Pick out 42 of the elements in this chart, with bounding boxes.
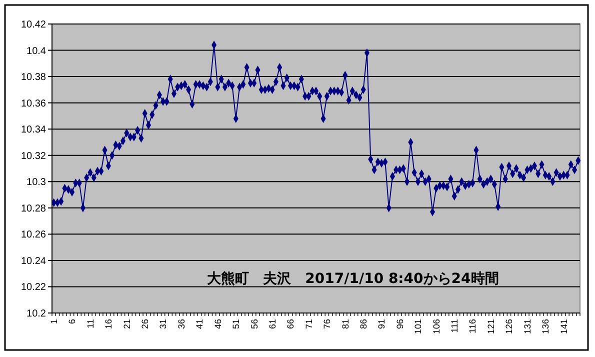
x-tick-label: 26 — [140, 319, 150, 330]
x-tick-label: 61 — [267, 319, 278, 330]
x-tick-label: 76 — [322, 319, 332, 330]
x-tick-label: 36 — [176, 319, 186, 330]
x-tick-label: 71 — [304, 319, 314, 330]
x-tick-label: 96 — [394, 319, 405, 330]
y-tick-label: 10.2 — [26, 308, 46, 320]
x-tick-label: 56 — [249, 319, 260, 330]
y-tick-label: 10.42 — [20, 20, 46, 30]
y-tick-label: 10.4 — [26, 46, 46, 57]
x-tick-label: 131 — [522, 319, 532, 334]
y-tick-label: 10.32 — [20, 150, 46, 162]
x-tick-label: 81 — [340, 319, 350, 330]
x-tick-label: 91 — [376, 319, 387, 330]
x-tick-label: 101 — [413, 319, 424, 334]
x-tick-label: 31 — [158, 319, 168, 330]
y-tick-label: 10.38 — [20, 72, 46, 84]
y-tick-label: 10.24 — [20, 256, 46, 267]
x-tick-label: 66 — [286, 319, 296, 330]
x-tick-label: 126 — [504, 319, 514, 334]
y-tick-label: 10.28 — [20, 203, 46, 214]
x-tick-label: 41 — [194, 319, 205, 330]
x-tick-label: 46 — [212, 319, 223, 330]
x-tick-label: 1 — [48, 319, 59, 324]
x-tick-label: 121 — [486, 319, 496, 334]
x-tick-label: 6 — [67, 319, 78, 324]
x-tick-label: 106 — [431, 319, 442, 334]
x-tick-label: 86 — [358, 319, 368, 330]
x-tick-label: 111 — [450, 319, 460, 333]
x-tick-label: 116 — [468, 319, 478, 334]
y-tick-label: 10.36 — [20, 98, 46, 110]
x-tick-label: 141 — [558, 319, 569, 334]
annotation: 大熊町 夫沢 2017/1/10 8:40から24時間 — [207, 270, 499, 287]
y-tick-label: 10.26 — [20, 230, 46, 241]
y-tick-label: 10.22 — [20, 282, 46, 294]
x-tick-label: 11 — [85, 319, 96, 328]
x-tick-label: 51 — [231, 319, 242, 330]
x-tick-label: 21 — [122, 319, 132, 330]
x-tick-label: 136 — [540, 319, 551, 334]
y-tick-label: 10.34 — [20, 124, 46, 136]
y-tick-label: 10.3 — [26, 177, 46, 188]
x-tick-label: 16 — [104, 319, 114, 330]
